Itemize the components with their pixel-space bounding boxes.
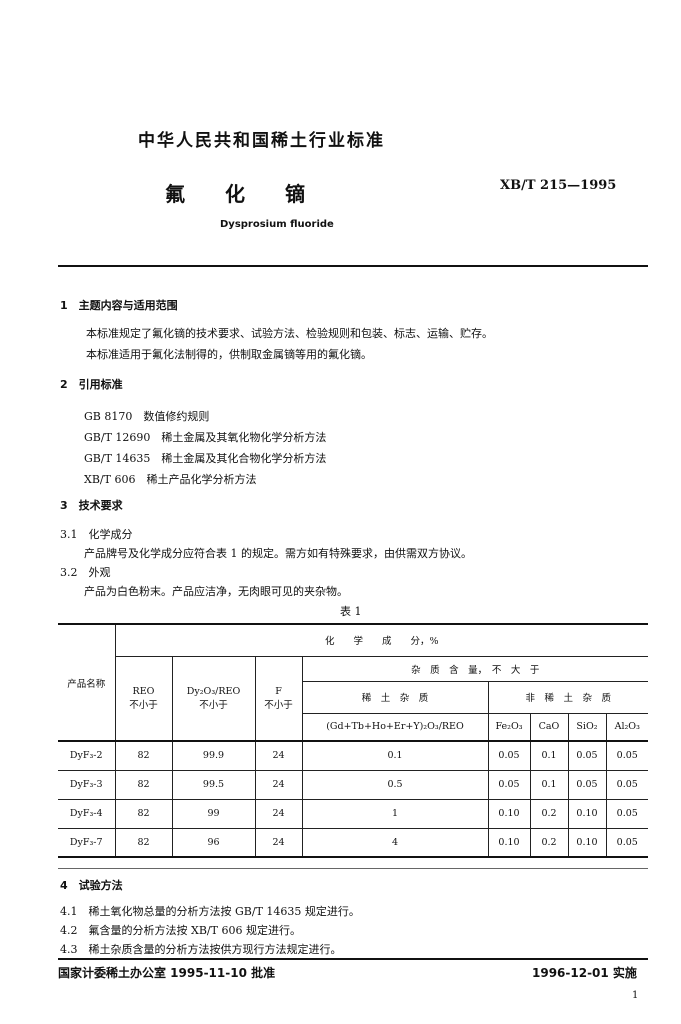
doc-title: 氟 化 镝 — [165, 182, 305, 206]
header-reo: REO 不小于 — [114, 655, 173, 742]
table-cell: 0.5 — [301, 769, 489, 800]
table-row: DyF₃-4 82 99 24 1 0.10 0.2 0.10 0.05 — [58, 798, 648, 829]
table-cell: 4 — [301, 827, 489, 858]
table-row: DyF₃-3 82 99.5 24 0.5 0.05 0.1 0.05 0.05 — [58, 769, 648, 800]
doc-subtitle: Dysprosium fluoride — [220, 219, 334, 230]
item-4-3: 4.3 稀土杂质含量的分析方法按供方现行方法规定进行。 — [60, 943, 342, 956]
header-fe2o3: Fe₂O₃ — [487, 712, 531, 742]
paragraph: 本标准规定了氟化镝的技术要求、试验方法、检验规则和包装、标志、运输、贮存。 — [86, 327, 493, 340]
divider — [58, 868, 648, 869]
reference-item: XB/T 606 稀土产品化学分析方法 — [84, 473, 257, 486]
table-cell: DyF₃-7 — [58, 827, 116, 858]
header-chem: 化 学 成 分，% — [114, 623, 648, 657]
footer-rule — [58, 958, 648, 960]
table-cell: 82 — [114, 740, 173, 771]
section-3-2-heading: 3.2 外观 — [60, 566, 111, 579]
table-cell: DyF₃-3 — [58, 769, 116, 800]
reference-list: GB 8170 数值修约规则 GB/T 12690 稀土金属及其氧化物化学分析方… — [84, 406, 326, 490]
table-cell: 24 — [254, 769, 303, 800]
table-cell: 1 — [301, 798, 489, 829]
table-cell: 0.1 — [529, 740, 569, 771]
header-cao: CaO — [529, 712, 569, 742]
item-4-1: 4.1 稀土氧化物总量的分析方法按 GB/T 14635 规定进行。 — [60, 905, 360, 918]
approval-date: 国家计委稀土办公室 1995-11-10 批准 — [58, 966, 276, 980]
table-cell: 24 — [254, 827, 303, 858]
table-cell: 0.2 — [529, 827, 569, 858]
header-al2o3: Al₂O₃ — [605, 712, 648, 742]
section-3-1-heading: 3.1 化学成分 — [60, 528, 133, 541]
section-4-heading: 4 试验方法 — [60, 879, 123, 892]
reference-item: GB 8170 数值修约规则 — [84, 410, 210, 423]
page-number: 1 — [632, 990, 639, 1001]
table-cell: 0.10 — [487, 798, 531, 829]
table-cell: DyF₃-2 — [58, 740, 116, 771]
table-cell: 0.05 — [567, 769, 607, 800]
header-dy: Dy₂O₃/REO 不小于 — [171, 655, 256, 742]
table-row: DyF₃-7 82 96 24 4 0.10 0.2 0.10 0.05 — [58, 827, 648, 858]
table-cell: 82 — [114, 798, 173, 829]
item-4-2: 4.2 氟含量的分析方法按 XB/T 606 规定进行。 — [60, 924, 301, 937]
paragraph: 产品为白色粉末。产品应洁净，无肉眼可见的夹杂物。 — [84, 585, 348, 598]
header-product: 产品名称 — [58, 623, 116, 742]
issuing-org: 中华人民共和国稀土行业标准 — [138, 131, 385, 151]
table-cell: 0.10 — [567, 798, 607, 829]
composition-table: 产品名称化 学 成 分，% REO 不小于 Dy₂O₃/REO 不小于 F 不小于杂 质 … — [58, 623, 648, 858]
table-cell: 0.05 — [487, 740, 531, 771]
table-cell: 0.1 — [529, 769, 569, 800]
table-cell: 99.9 — [171, 740, 256, 771]
table-cell: 0.10 — [487, 827, 531, 858]
table-cell: 0.05 — [605, 798, 648, 829]
section-2-heading: 2 引用标准 — [60, 378, 123, 391]
table-cell: 82 — [114, 769, 173, 800]
table-cell: 24 — [254, 798, 303, 829]
paragraph: 本标准适用于氟化法制得的，供制取金属镝等用的氟化镝。 — [86, 348, 372, 361]
table-cell: 96 — [171, 827, 256, 858]
header-re-impurity: 稀 土 杂 质 — [301, 680, 489, 714]
table-cell: 0.10 — [567, 827, 607, 858]
header-non-re-impurity: 非 稀 土 杂 质 — [487, 680, 648, 714]
header-sio2: SiO₂ — [567, 712, 607, 742]
table-cell: 0.05 — [487, 769, 531, 800]
header-impurity: 杂 质 含 量， 不 大 于 — [301, 655, 648, 682]
table-cell: 99 — [171, 798, 256, 829]
table-row: DyF₃-2 82 99.9 24 0.1 0.05 0.1 0.05 0.05 — [58, 740, 648, 771]
table-cell: 0.05 — [605, 769, 648, 800]
table-cell: DyF₃-4 — [58, 798, 116, 829]
paragraph: 产品牌号及化学成分应符合表 1 的规定。需方如有特殊要求，由供需双方协议。 — [84, 547, 472, 560]
doc-code: XB/T 215—1995 — [500, 178, 617, 193]
table-cell: 0.05 — [605, 827, 648, 858]
table-cell: 0.2 — [529, 798, 569, 829]
reference-item: GB/T 14635 稀土金属及其化合物化学分析方法 — [84, 452, 327, 465]
effective-date: 1996-12-01 实施 — [532, 966, 637, 980]
section-1-heading: 1 主题内容与适用范围 — [60, 299, 178, 312]
table-caption: 表 1 — [340, 605, 362, 618]
table-cell: 0.1 — [301, 740, 489, 771]
table-cell: 24 — [254, 740, 303, 771]
table-cell: 82 — [114, 827, 173, 858]
header-f: F 不小于 — [254, 655, 303, 742]
table-cell: 0.05 — [605, 740, 648, 771]
header-rule — [58, 265, 648, 267]
table-cell: 0.05 — [567, 740, 607, 771]
section-3-heading: 3 技术要求 — [60, 499, 123, 512]
table-cell: 99.5 — [171, 769, 256, 800]
reference-item: GB/T 12690 稀土金属及其氧化物化学分析方法 — [84, 431, 327, 444]
header-re-col: (Gd+Tb+Ho+Er+Y)₂O₃/REO — [301, 712, 489, 742]
